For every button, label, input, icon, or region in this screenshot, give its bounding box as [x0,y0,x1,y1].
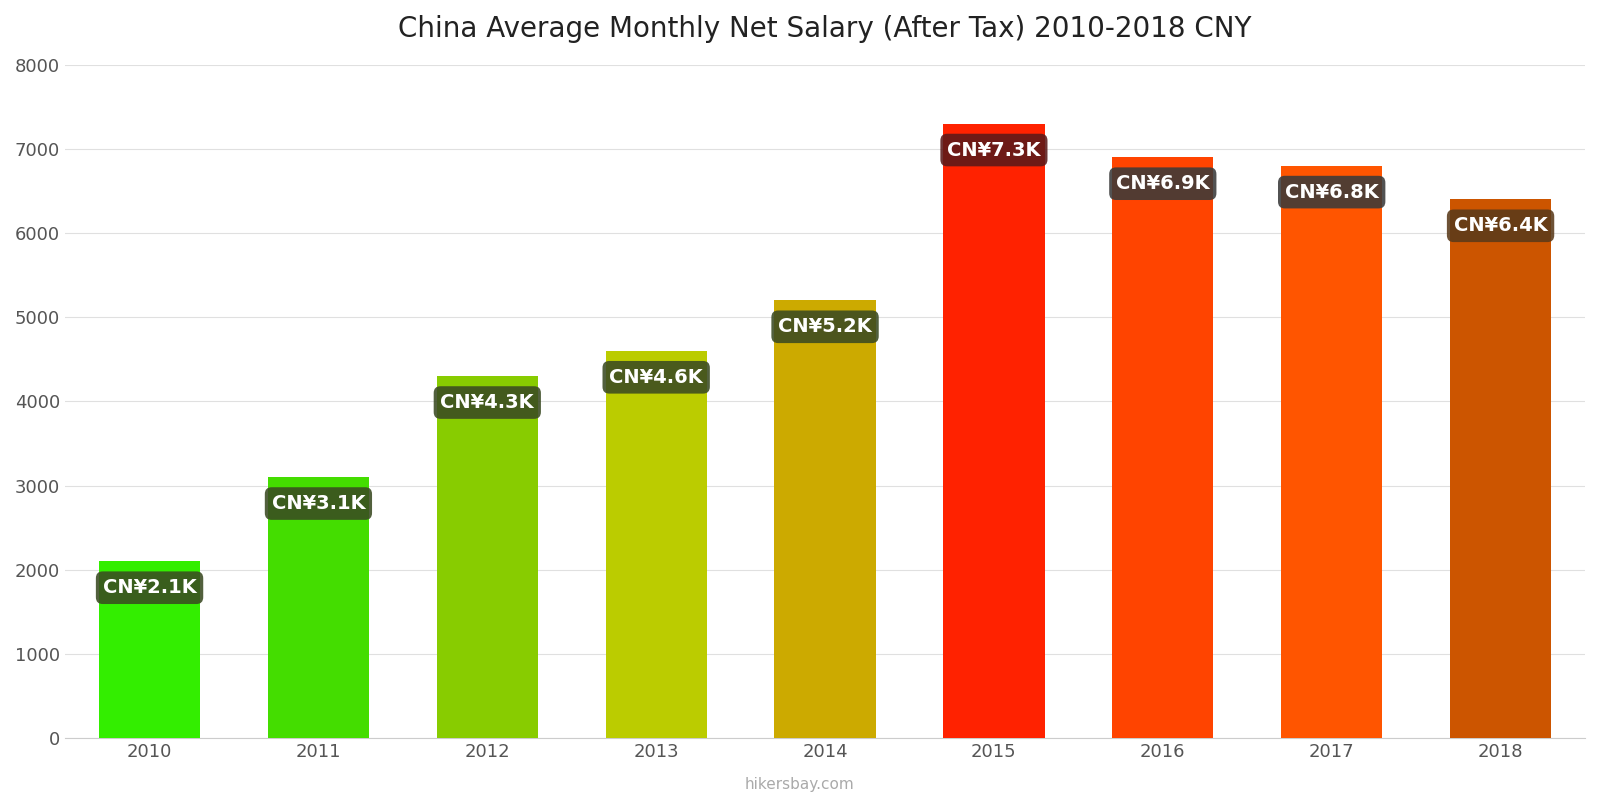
Text: CN¥2.1K: CN¥2.1K [102,578,197,598]
Text: CN¥4.3K: CN¥4.3K [440,393,534,412]
Text: CN¥6.8K: CN¥6.8K [1285,182,1379,202]
Text: CN¥6.9K: CN¥6.9K [1115,174,1210,193]
Bar [437,376,538,738]
Bar [267,478,370,738]
Title: China Average Monthly Net Salary (After Tax) 2010-2018 CNY: China Average Monthly Net Salary (After … [398,15,1251,43]
Bar [1112,158,1213,738]
Bar [99,562,200,738]
Text: hikersbay.com: hikersbay.com [746,777,854,792]
Text: CN¥7.3K: CN¥7.3K [947,141,1040,159]
Text: CN¥5.2K: CN¥5.2K [778,318,872,336]
Text: CN¥3.1K: CN¥3.1K [272,494,365,513]
Bar [944,124,1045,738]
Text: CN¥6.4K: CN¥6.4K [1454,216,1547,235]
Bar [1450,199,1552,738]
Bar [605,351,707,738]
Bar [1282,166,1382,738]
Bar [774,301,875,738]
Text: CN¥4.6K: CN¥4.6K [610,368,702,386]
